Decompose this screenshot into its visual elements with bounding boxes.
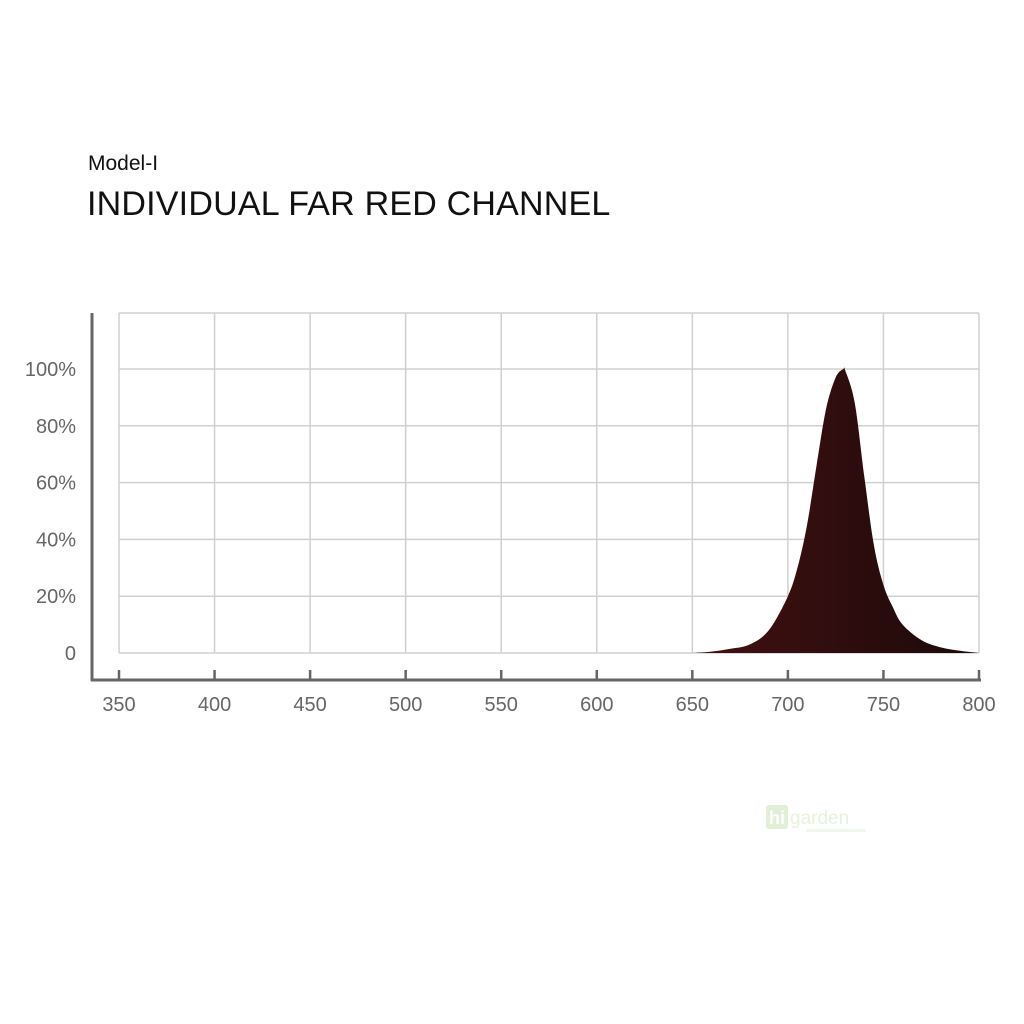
higarden-watermark-logo: hi garden <box>766 803 866 842</box>
x-tick-label: 650 <box>676 694 709 716</box>
chart-title: INDIVIDUAL FAR RED CHANNEL <box>87 185 611 223</box>
y-tick-label: 60% <box>36 473 76 495</box>
y-tick-label: 80% <box>36 416 76 438</box>
x-tick-label: 500 <box>389 694 422 716</box>
y-tick-label: 100% <box>25 359 76 381</box>
chart-subtitle: Model-I <box>88 152 159 175</box>
svg-text:hi: hi <box>769 808 785 828</box>
x-tick-label: 700 <box>771 694 804 716</box>
x-tick-label: 750 <box>867 694 900 716</box>
svg-text:garden: garden <box>790 808 849 829</box>
spectrum-area <box>119 367 979 653</box>
y-tick-label: 20% <box>36 586 76 608</box>
x-tick-label: 450 <box>293 694 326 716</box>
x-tick-label: 400 <box>198 694 231 716</box>
x-tick-label: 550 <box>485 694 518 716</box>
y-tick-label: 0 <box>65 643 76 665</box>
y-tick-label: 40% <box>36 529 76 551</box>
x-tick-label: 350 <box>102 694 135 716</box>
x-tick-label: 800 <box>962 694 995 716</box>
x-tick-label: 600 <box>580 694 613 716</box>
